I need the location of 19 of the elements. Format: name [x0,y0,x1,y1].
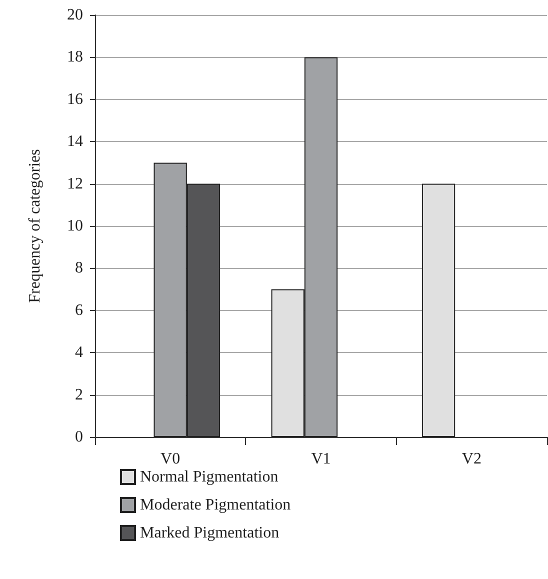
y-tick-label: 12 [67,175,83,192]
y-tick-label: 18 [67,48,83,66]
y-tick-label: 2 [75,386,83,404]
y-tick-label: 4 [75,344,83,362]
y-tick-label: 6 [75,302,83,319]
x-tick-label: V1 [311,450,331,468]
y-tick-label: 0 [75,428,83,446]
legend-label: Moderate Pigmentation [140,496,291,514]
x-tick-label: V2 [462,450,482,468]
y-tick-label: 14 [67,133,83,150]
x-tick-label: V0 [160,450,180,468]
bar [422,184,456,437]
y-axis-title: Frequency of categories [26,149,44,303]
legend-label: Marked Pigmentation [140,524,280,542]
y-tick-label: 8 [75,260,83,277]
y-tick-label: 20 [67,6,83,24]
y-tick-label: 10 [67,218,83,234]
legend-label: Normal Pigmentation [140,468,278,486]
y-tick-label: 16 [67,90,83,108]
